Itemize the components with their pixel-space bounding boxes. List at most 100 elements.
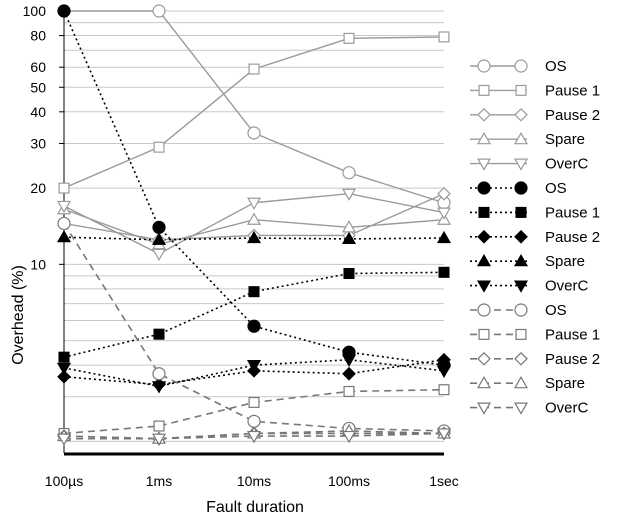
legend-marker-1	[478, 84, 490, 96]
series-6-point	[58, 351, 70, 363]
series-11-point	[343, 385, 355, 397]
series-14-point	[436, 428, 452, 441]
legend: OS Pause 1 Pause 2 Spare OverC OS Pause 1 Pause…	[470, 58, 600, 417]
legend-marker-13	[513, 375, 529, 389]
y-tick-label: 80	[30, 28, 46, 44]
legend-marker-6	[515, 206, 527, 218]
legend-label-12: Pause 2	[545, 351, 600, 368]
series-6-point	[343, 267, 355, 280]
legend-marker-5	[514, 181, 528, 195]
series-markers	[56, 4, 452, 446]
legend-marker-3	[476, 131, 492, 145]
series-9-point	[341, 354, 357, 367]
legend-label-8: Spare	[545, 253, 585, 270]
series-10-point	[57, 216, 71, 231]
series-8-point	[151, 232, 167, 245]
legend-marker-14	[476, 402, 492, 415]
legend-label-4: OverC	[545, 156, 589, 173]
legend-marker-11	[478, 328, 490, 340]
legend-marker-6	[478, 206, 490, 218]
series-9-point	[56, 362, 72, 376]
legend-marker-13	[476, 375, 492, 389]
series-line-1	[63, 36, 445, 189]
legend-label-13: Spare	[545, 375, 585, 392]
legend-marker-12	[477, 351, 491, 366]
legend-marker-0	[514, 59, 528, 73]
y-tick-label: 100	[23, 3, 47, 19]
series-line-9	[63, 358, 445, 388]
y-tick-label: 40	[30, 104, 46, 120]
series-4-point	[246, 197, 262, 210]
legend-label-14: OverC	[545, 400, 589, 417]
legend-marker-4	[476, 158, 492, 171]
series-3-point	[246, 212, 262, 225]
legend-marker-12	[514, 351, 528, 366]
x-axis-title: Fault duration	[206, 499, 304, 516]
legend-marker-10	[477, 303, 491, 317]
series-1-point	[248, 63, 260, 75]
legend-marker-11	[515, 328, 527, 340]
series-line-13	[63, 430, 445, 440]
series-8-point	[246, 230, 262, 244]
series-5-point	[57, 4, 71, 18]
series-line-14	[64, 432, 445, 440]
series-1-point	[58, 182, 70, 194]
y-tick-label: 30	[30, 135, 46, 151]
series-line-6	[63, 271, 445, 358]
y-tick-labels: 100 80 60 50 40 30 20 10	[23, 3, 64, 272]
legend-marker-14	[513, 402, 529, 415]
legend-marker-2	[477, 107, 491, 122]
legend-marker-7	[514, 229, 528, 244]
series-11-point	[153, 420, 165, 432]
legend-label-11: Pause 1	[545, 326, 600, 343]
legend-marker-0	[477, 59, 491, 73]
series-10-point	[152, 367, 166, 381]
legend-marker-8	[476, 253, 492, 267]
series-1-point	[438, 31, 450, 43]
series-6-point	[153, 328, 165, 340]
legend-label-3: Spare	[545, 131, 585, 148]
legend-marker-7	[477, 229, 491, 244]
x-tick-label: 100µs	[45, 473, 83, 489]
series-4-point	[151, 248, 167, 262]
y-tick-label: 50	[30, 79, 46, 95]
legend-marker-10	[514, 303, 528, 317]
series-14-point	[341, 430, 357, 444]
series-4-point	[436, 207, 452, 220]
legend-marker-4	[513, 158, 529, 171]
series-14-point	[246, 430, 262, 444]
legend-label-1: Pause 1	[545, 82, 600, 99]
series-0-point	[152, 4, 166, 18]
series-11-point	[248, 396, 260, 408]
series-1-point	[343, 32, 355, 44]
series-14-point	[151, 433, 167, 446]
series-6-point	[248, 286, 260, 298]
series-10-point	[247, 414, 261, 428]
series-9-point	[246, 360, 262, 373]
legend-label-9: OverC	[545, 278, 589, 295]
series-6-point	[438, 266, 450, 278]
series-line-10	[63, 223, 445, 432]
legend-label-2: Pause 2	[545, 107, 600, 124]
x-tick-label: 1ms	[146, 473, 172, 489]
series-14-point	[56, 433, 72, 446]
x-tick-label: 1sec	[429, 473, 459, 489]
series-8-point	[341, 231, 357, 245]
legend-marker-2	[514, 107, 528, 122]
legend-marker-9	[513, 280, 529, 293]
series-8-point	[56, 229, 72, 243]
y-axis-title: Overhead (%)	[10, 265, 27, 365]
series-8-point	[436, 230, 452, 244]
series-line-0	[64, 10, 445, 204]
x-tick-label: 100ms	[328, 473, 370, 489]
series-5-point	[152, 220, 166, 234]
series-9-point	[436, 365, 452, 378]
series-2-point	[437, 186, 451, 201]
x-tick-labels: 100µs 1ms 10ms 100ms 1sec	[45, 473, 459, 489]
series-4-point	[341, 188, 357, 201]
legend-label-10: OS	[545, 302, 567, 319]
legend-marker-5	[477, 181, 491, 195]
series-7-point	[342, 366, 356, 381]
series-11-point	[438, 384, 450, 396]
